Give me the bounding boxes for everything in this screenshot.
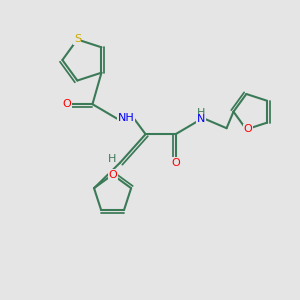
Text: H: H — [197, 108, 205, 118]
Text: S: S — [74, 34, 81, 44]
Text: O: O — [63, 99, 71, 109]
Text: O: O — [244, 124, 252, 134]
Text: O: O — [108, 170, 117, 180]
Text: O: O — [171, 158, 180, 168]
Text: NH: NH — [118, 113, 135, 123]
Text: H: H — [107, 154, 116, 164]
Text: N: N — [197, 114, 205, 124]
